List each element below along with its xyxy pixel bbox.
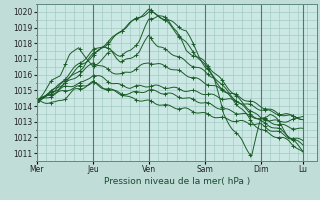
X-axis label: Pression niveau de la mer( hPa ): Pression niveau de la mer( hPa ) [104, 177, 250, 186]
